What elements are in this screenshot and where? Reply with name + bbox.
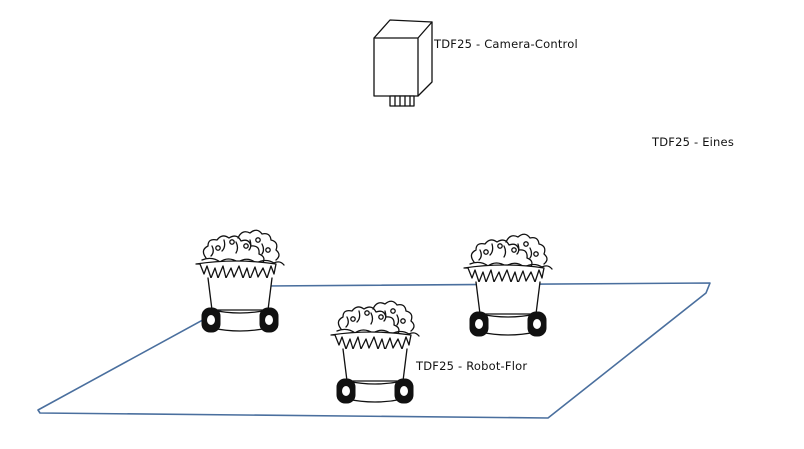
camera-box-icon xyxy=(373,19,433,107)
robot-flower-2 xyxy=(463,233,553,337)
robot-flower-3 xyxy=(330,300,420,404)
eines-label: TDF25 - Eines xyxy=(651,135,734,149)
robot-flower-1 xyxy=(195,229,285,333)
robot-label: TDF25 - Robot-Flor xyxy=(415,359,527,373)
camera-label: TDF25 - Camera-Control xyxy=(433,37,578,51)
